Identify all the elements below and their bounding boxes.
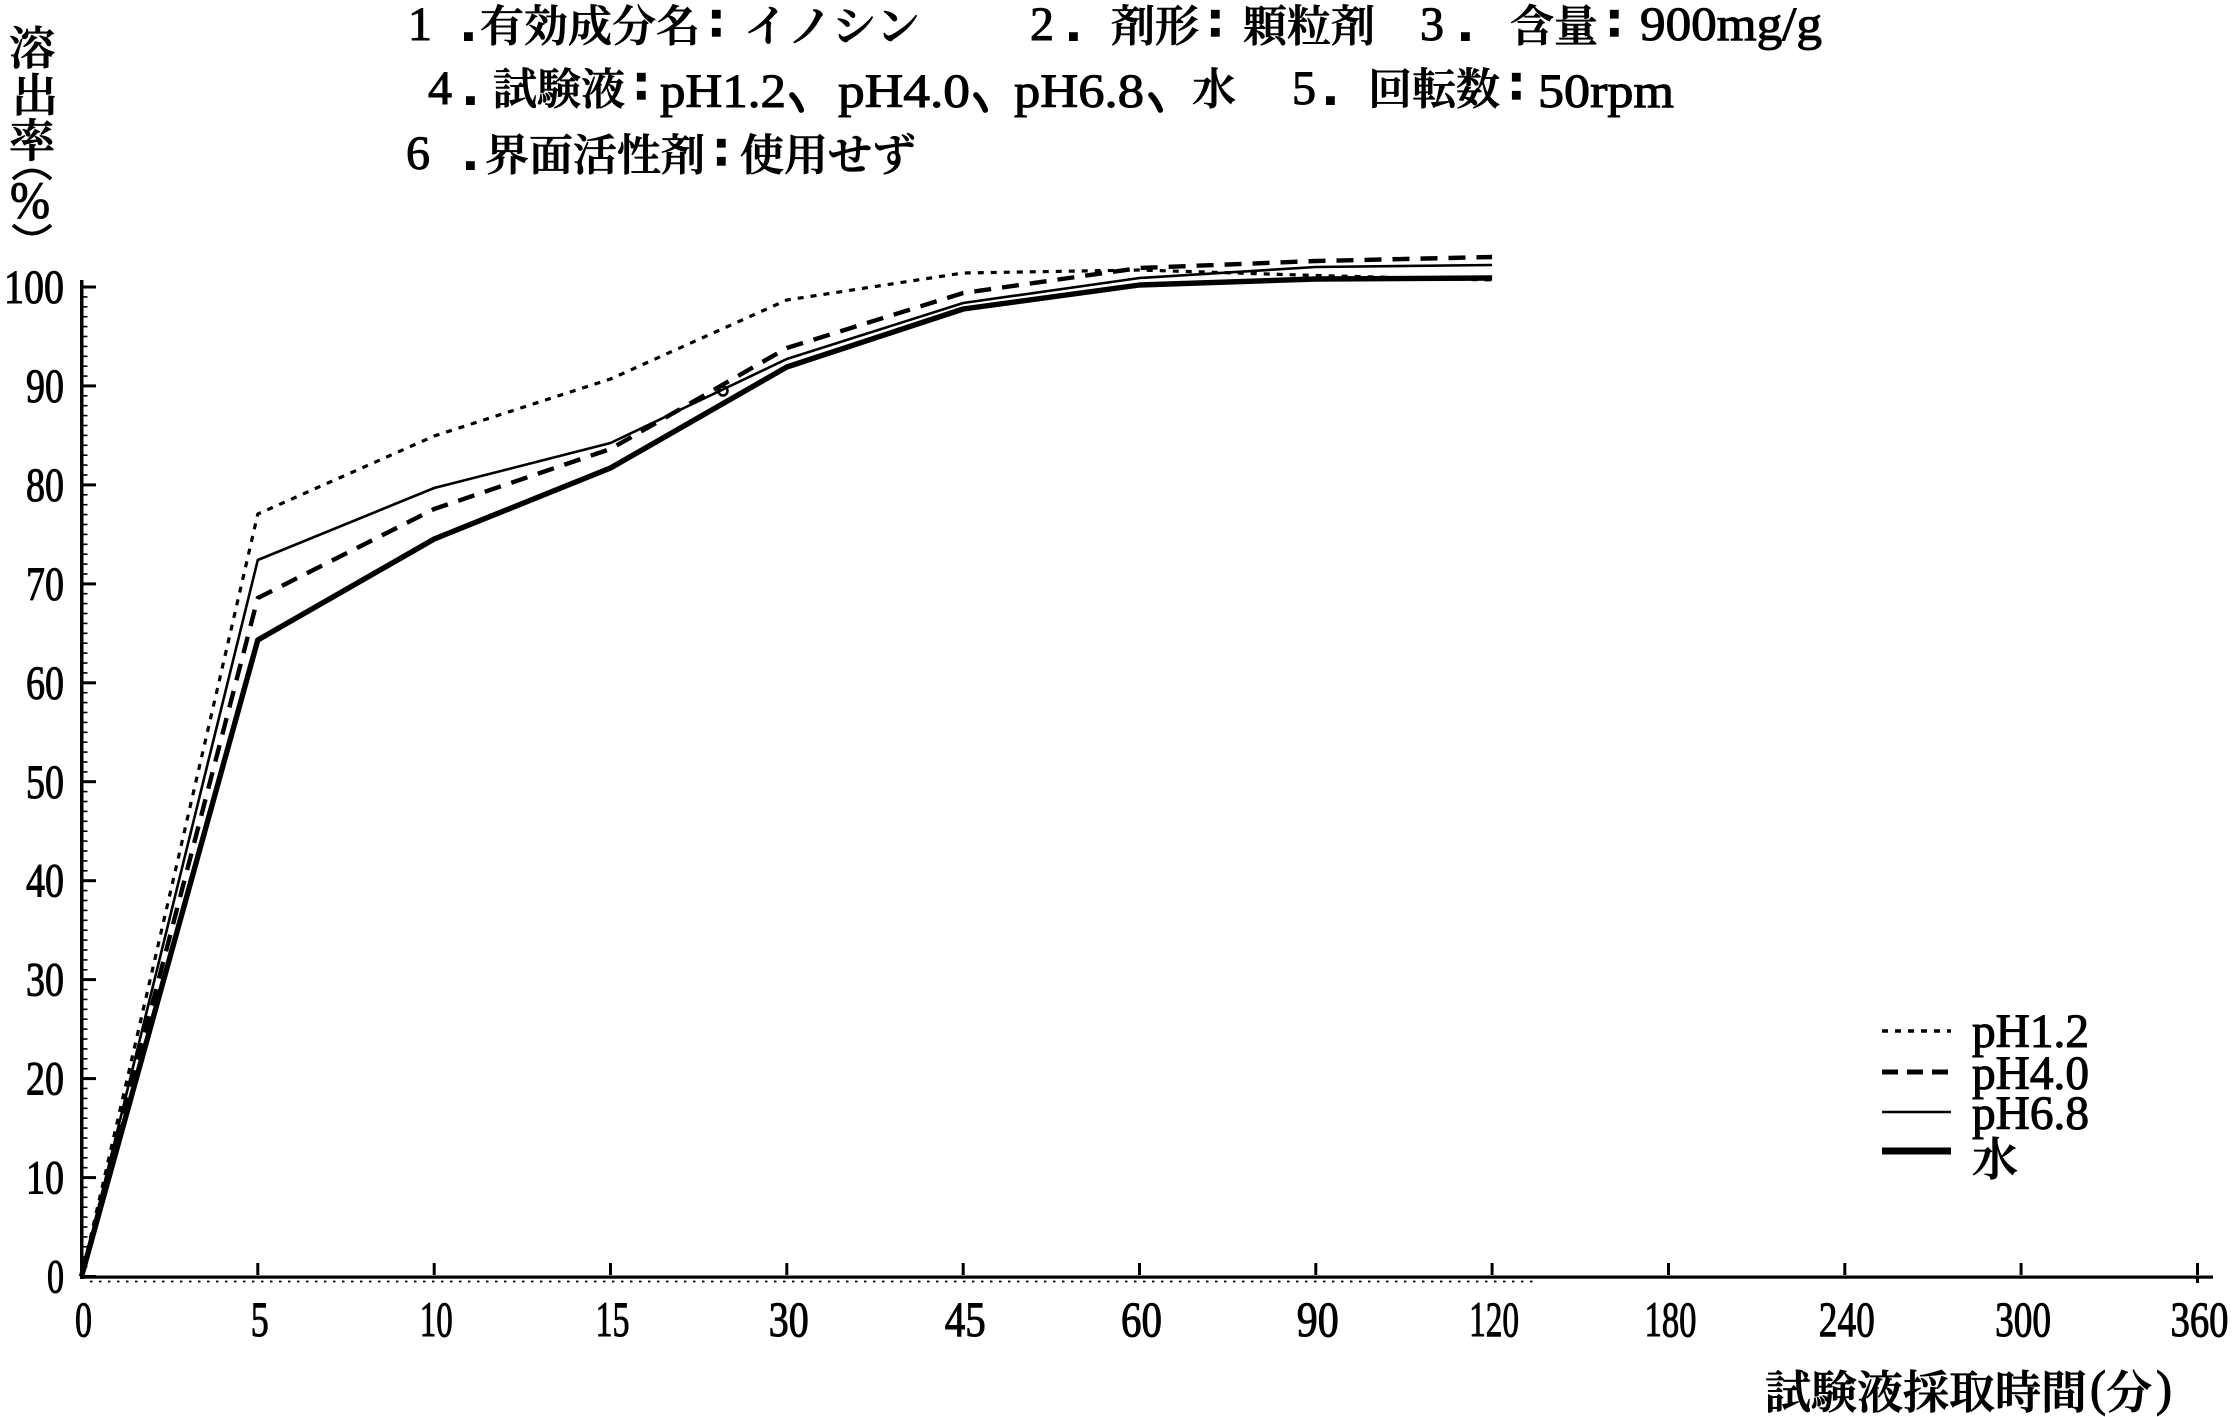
svg-text:5: 5 bbox=[1292, 62, 1316, 115]
svg-text:pH1.2: pH1.2 bbox=[1972, 1005, 2089, 1058]
svg-text:(: ( bbox=[2090, 1360, 2106, 1416]
svg-text:30: 30 bbox=[26, 954, 64, 1007]
svg-text:60: 60 bbox=[1121, 1291, 1162, 1347]
svg-text:2: 2 bbox=[1030, 0, 1054, 51]
svg-text:15: 15 bbox=[596, 1291, 630, 1347]
svg-text:10: 10 bbox=[420, 1291, 453, 1347]
svg-text:30: 30 bbox=[769, 1291, 809, 1347]
svg-text:6: 6 bbox=[406, 127, 430, 180]
svg-text:5: 5 bbox=[251, 1291, 269, 1347]
svg-text:50rpm: 50rpm bbox=[1538, 65, 1674, 118]
svg-text:100: 100 bbox=[4, 261, 64, 314]
svg-text:90: 90 bbox=[1297, 1291, 1339, 1347]
svg-text:pH4.0: pH4.0 bbox=[838, 65, 970, 118]
svg-text:0: 0 bbox=[47, 1251, 64, 1304]
svg-text:360: 360 bbox=[2171, 1291, 2229, 1347]
svg-text:70: 70 bbox=[26, 558, 64, 611]
svg-text:pH1.2: pH1.2 bbox=[660, 65, 786, 118]
svg-text:pH6.8: pH6.8 bbox=[1014, 65, 1144, 118]
svg-text:300: 300 bbox=[1995, 1291, 2051, 1347]
svg-text:240: 240 bbox=[1819, 1291, 1875, 1347]
svg-text:80: 80 bbox=[26, 459, 64, 512]
svg-text:3: 3 bbox=[1420, 0, 1444, 51]
svg-text:900mg/g: 900mg/g bbox=[1640, 0, 1822, 51]
svg-text:120: 120 bbox=[1469, 1291, 1519, 1347]
svg-text:50: 50 bbox=[26, 756, 64, 809]
svg-text:0: 0 bbox=[75, 1291, 92, 1347]
svg-text:10: 10 bbox=[26, 1152, 64, 1205]
svg-text:): ) bbox=[2156, 1360, 2172, 1416]
svg-text:60: 60 bbox=[26, 657, 64, 710]
svg-text:90: 90 bbox=[26, 360, 64, 413]
svg-text:180: 180 bbox=[1645, 1291, 1697, 1347]
svg-text:%: % bbox=[10, 173, 50, 230]
svg-text:4: 4 bbox=[428, 62, 452, 115]
svg-text:1: 1 bbox=[408, 0, 432, 51]
svg-text:45: 45 bbox=[945, 1291, 986, 1347]
svg-text:pH6.8: pH6.8 bbox=[1972, 1087, 2089, 1140]
svg-text:40: 40 bbox=[26, 855, 64, 908]
svg-text:20: 20 bbox=[26, 1053, 64, 1106]
svg-text:pH4.0: pH4.0 bbox=[1972, 1047, 2089, 1100]
